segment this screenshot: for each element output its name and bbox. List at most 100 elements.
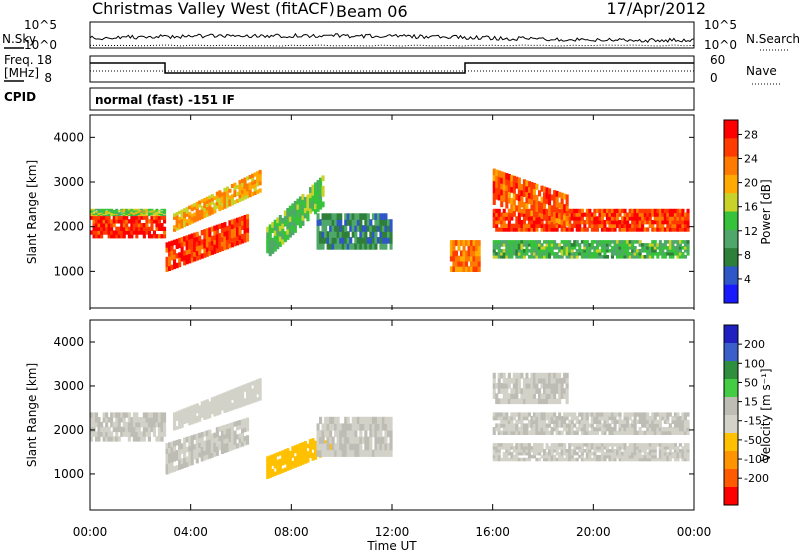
heatmap-cell: [515, 255, 519, 259]
heatmap-cell: [130, 230, 134, 235]
heatmap-cell: [613, 451, 617, 456]
heatmap-cell: [208, 198, 212, 203]
heatmap-cell: [678, 255, 682, 259]
heatmap-cell: [505, 446, 509, 450]
heatmap-cell: [500, 252, 504, 256]
heatmap-cell: [563, 193, 567, 200]
heatmap-cell: [638, 416, 642, 421]
colorbar-swatch: [724, 451, 738, 470]
heatmap-cell: [203, 252, 207, 258]
heatmap-cell: [548, 220, 552, 225]
heatmap-cell: [361, 237, 365, 244]
heatmap-cell: [195, 236, 199, 242]
heatmap-cell: [283, 460, 287, 465]
heatmap-cell: [555, 416, 559, 421]
heatmap-cell: [590, 457, 594, 462]
heatmap-cell: [532, 205, 536, 212]
heatmap-cell: [661, 255, 665, 259]
heatmap-cell: [90, 212, 94, 214]
heatmap-cell: [613, 227, 617, 232]
heatmap-cell: [210, 194, 214, 198]
heatmap-cell: [638, 443, 642, 447]
heatmap-cell: [168, 255, 172, 262]
heatmap-cell: [500, 372, 504, 379]
heatmap-cell: [127, 214, 131, 217]
heatmap-cell: [530, 249, 534, 253]
heatmap-cell: [178, 222, 182, 227]
heatmap-cell: [492, 223, 496, 228]
heatmap-cell: [500, 243, 504, 247]
heatmap-cell: [512, 454, 516, 459]
heatmap-cell: [530, 246, 534, 250]
heatmap-cell: [132, 209, 136, 212]
heatmap-cell: [238, 183, 242, 188]
heatmap-cell: [293, 221, 297, 228]
heatmap-cell: [666, 416, 670, 421]
heatmap-cell: [570, 212, 574, 217]
heatmap-cell: [641, 430, 645, 435]
heatmap-cell: [563, 246, 567, 250]
heatmap-cell: [530, 193, 534, 200]
heatmap-cell: [152, 212, 156, 214]
heatmap-cell: [246, 187, 250, 192]
heatmap-cell: [472, 255, 476, 262]
heatmap-cell: [628, 430, 632, 435]
heatmap-cell: [656, 208, 660, 214]
heatmap-cell: [127, 417, 131, 423]
heatmap-cell: [553, 195, 557, 202]
heatmap-cell: [218, 190, 222, 195]
heatmap-cell: [563, 212, 567, 217]
heatmap-cell: [651, 243, 655, 247]
heatmap-cell: [195, 438, 199, 444]
heatmap-cell: [150, 214, 154, 217]
heatmap-cell: [225, 239, 229, 245]
heatmap-cell: [90, 417, 94, 423]
heatmap-cell: [314, 444, 318, 449]
heatmap-cell: [543, 252, 547, 256]
heatmap-cell: [631, 223, 635, 228]
heatmap-cell: [92, 209, 96, 212]
heatmap-cell: [326, 237, 330, 244]
heatmap-cell: [208, 211, 212, 216]
heatmap-cell: [225, 401, 229, 406]
heatmap-cell: [220, 236, 224, 242]
heatmap-cell: [530, 423, 534, 428]
heatmap-cell: [575, 255, 579, 259]
heatmap-cell: [568, 212, 572, 217]
heatmap-cell: [598, 449, 602, 453]
heatmap-cell: [157, 212, 161, 214]
heatmap-cell: [545, 398, 549, 405]
heatmap-cell: [560, 227, 564, 232]
heatmap-cell: [595, 252, 599, 256]
heatmap-cell: [208, 232, 212, 238]
nsky-trace: [89, 32, 695, 43]
heatmap-cell: [145, 431, 149, 437]
heatmap-cell: [575, 252, 579, 256]
heatmap-cell: [336, 423, 340, 431]
heatmap-cell: [648, 416, 652, 421]
heatmap-cell: [452, 240, 456, 246]
heatmap-cell: [673, 227, 677, 232]
heatmap-cell: [344, 225, 348, 232]
heatmap-cell: [598, 457, 602, 462]
heatmap-cell: [545, 198, 549, 205]
heatmap-cell: [545, 416, 549, 421]
heatmap-cell: [570, 412, 574, 417]
heatmap-cell: [145, 209, 149, 212]
heatmap-cell: [510, 457, 514, 462]
heatmap-cell: [331, 423, 335, 431]
heatmap-cell: [193, 256, 197, 262]
heatmap-cell: [205, 412, 209, 416]
heatmap-cell: [387, 231, 391, 238]
heatmap-cell: [188, 205, 192, 210]
heatmap-cell: [535, 243, 539, 247]
heatmap-cell: [522, 179, 526, 186]
heatmap-cell: [384, 430, 388, 438]
heatmap-cell: [686, 419, 690, 424]
heatmap-cell: [92, 431, 96, 437]
heatmap-cell: [616, 451, 620, 456]
heatmap-cell: [553, 427, 557, 432]
x-axis-label: Time UT: [366, 539, 417, 553]
heatmap-cell: [638, 412, 642, 417]
heatmap-cell: [120, 223, 124, 228]
